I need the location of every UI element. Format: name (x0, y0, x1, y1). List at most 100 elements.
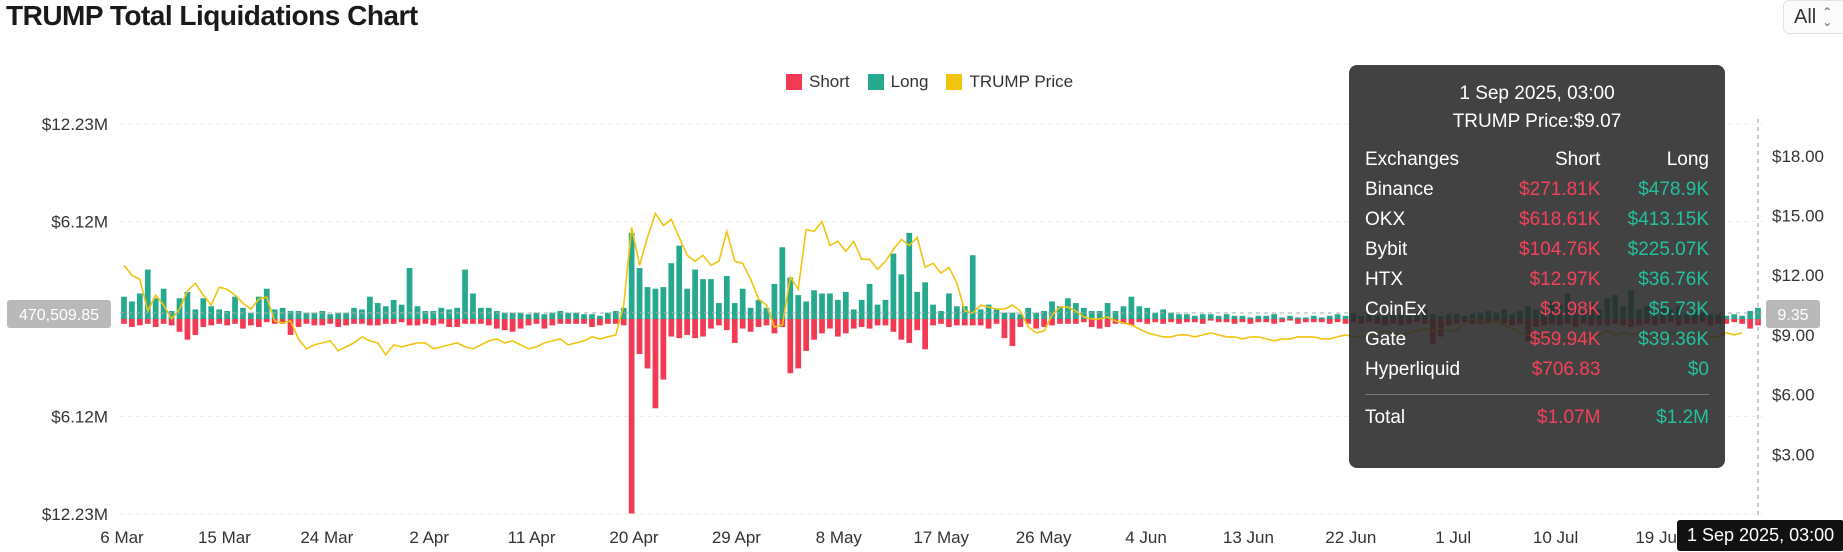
y-right-tick: $9.00 (1772, 326, 1815, 345)
tooltip-row: Gate $59.94K $39.36K (1365, 325, 1709, 355)
y-right-tick: $3.00 (1772, 445, 1815, 464)
short-bar (581, 319, 587, 324)
short-bar (216, 319, 223, 324)
short-bar (279, 319, 286, 324)
long-bar (668, 263, 675, 319)
x-tick: 4 Jun (1125, 528, 1167, 547)
crosshair-left-label: 470,509.85 (19, 307, 99, 324)
tooltip-long: $478.9K (1638, 179, 1709, 200)
long-bar (398, 304, 405, 319)
long-bar (462, 269, 468, 319)
tooltip-table: Exchanges Short Long Binance $271.81K $478… (1365, 145, 1709, 433)
long-bar (533, 312, 540, 319)
legend-price[interactable]: TRUMP Price (946, 72, 1073, 92)
chart-legend: Short Long TRUMP Price (786, 72, 1073, 92)
long-bar (557, 311, 564, 319)
long-bar (327, 314, 334, 319)
long-bar (977, 309, 984, 319)
short-bar (367, 319, 373, 326)
short-bar (1041, 319, 1047, 327)
tooltip-long: $413.15K (1627, 209, 1709, 230)
short-bar (1747, 319, 1753, 329)
x-tick: 1 Jul (1435, 528, 1471, 547)
tooltip-header-row: Exchanges Short Long (1365, 145, 1709, 175)
x-tick: 2 Apr (409, 528, 449, 547)
short-bar (1255, 319, 1262, 323)
short-bar (604, 319, 611, 324)
long-bar (1104, 303, 1111, 319)
long-bar (914, 291, 921, 319)
long-bar (692, 269, 698, 319)
short-bar (930, 319, 936, 326)
long-bar (874, 304, 881, 319)
y-right-tick: $6.00 (1772, 386, 1815, 405)
long-bar (882, 299, 889, 319)
long-bar (922, 282, 928, 319)
short-bar (470, 319, 476, 324)
long-bar (446, 309, 453, 319)
short-bar (1152, 319, 1159, 323)
short-bar (1303, 319, 1309, 323)
long-bar (541, 314, 548, 319)
long-bar (779, 247, 786, 319)
short-bar (1334, 319, 1341, 323)
short-bar (1136, 319, 1143, 323)
short-bar (906, 319, 913, 343)
short-bar (716, 319, 722, 326)
short-bar (668, 319, 675, 337)
legend-long[interactable]: Long (867, 72, 929, 92)
short-bar (501, 319, 508, 331)
tooltip-row: Binance $271.81K $478.9K (1365, 175, 1709, 205)
short-bar (1342, 319, 1349, 324)
long-bar (660, 287, 667, 319)
long-bar (1168, 312, 1174, 319)
short-bar (1310, 319, 1317, 323)
tooltip-exchange: Binance (1365, 179, 1434, 200)
long-bar (1096, 311, 1103, 319)
x-tick: 13 Jun (1223, 528, 1274, 547)
tooltip-row: OKX $618.61K $413.15K (1365, 205, 1709, 235)
short-bar (819, 319, 825, 334)
long-bar (1239, 315, 1246, 319)
y-right-tick: $18.00 (1772, 147, 1824, 166)
short-bar (1199, 319, 1206, 324)
tooltip-total-long: $1.2M (1656, 407, 1709, 428)
long-bar (708, 279, 714, 319)
short-bar (478, 319, 484, 324)
range-select[interactable]: All ⌃ ⌄ (1783, 0, 1843, 34)
short-bar (1739, 319, 1746, 324)
long-bar (842, 291, 849, 319)
short-bar (612, 319, 619, 324)
short-bar (192, 319, 199, 335)
x-tick: 11 Apr (508, 528, 556, 547)
long-bar (1326, 315, 1333, 319)
tooltip-exchange: HTX (1365, 269, 1403, 290)
short-bar (168, 319, 175, 326)
long-bar (248, 312, 254, 319)
legend-long-label: Long (890, 72, 929, 91)
long-bar (1739, 315, 1746, 319)
x-tick: 15 Mar (198, 528, 251, 547)
short-bar (541, 319, 548, 329)
long-bar (406, 267, 413, 319)
long-bar (216, 309, 223, 319)
y-left-tick: $6.12M (51, 213, 108, 232)
long-bar (1287, 315, 1293, 319)
short-bar (1072, 319, 1079, 324)
legend-short[interactable]: Short (786, 72, 850, 92)
short-bar (1207, 319, 1214, 321)
short-bar (747, 319, 754, 332)
short-bar (922, 319, 928, 350)
short-bar (652, 319, 659, 409)
short-bar (636, 319, 643, 355)
long-bar (525, 314, 532, 319)
long-bar (573, 312, 579, 319)
short-bar (573, 319, 579, 324)
long-bar (938, 311, 944, 319)
short-bar (184, 319, 191, 340)
crosshair-left-box (7, 300, 111, 328)
long-bar (827, 293, 833, 319)
short-bar (1168, 319, 1174, 323)
long-bar (723, 275, 730, 319)
crosshair-date-label: 1 Sep 2025, 03:00 (1677, 520, 1843, 551)
